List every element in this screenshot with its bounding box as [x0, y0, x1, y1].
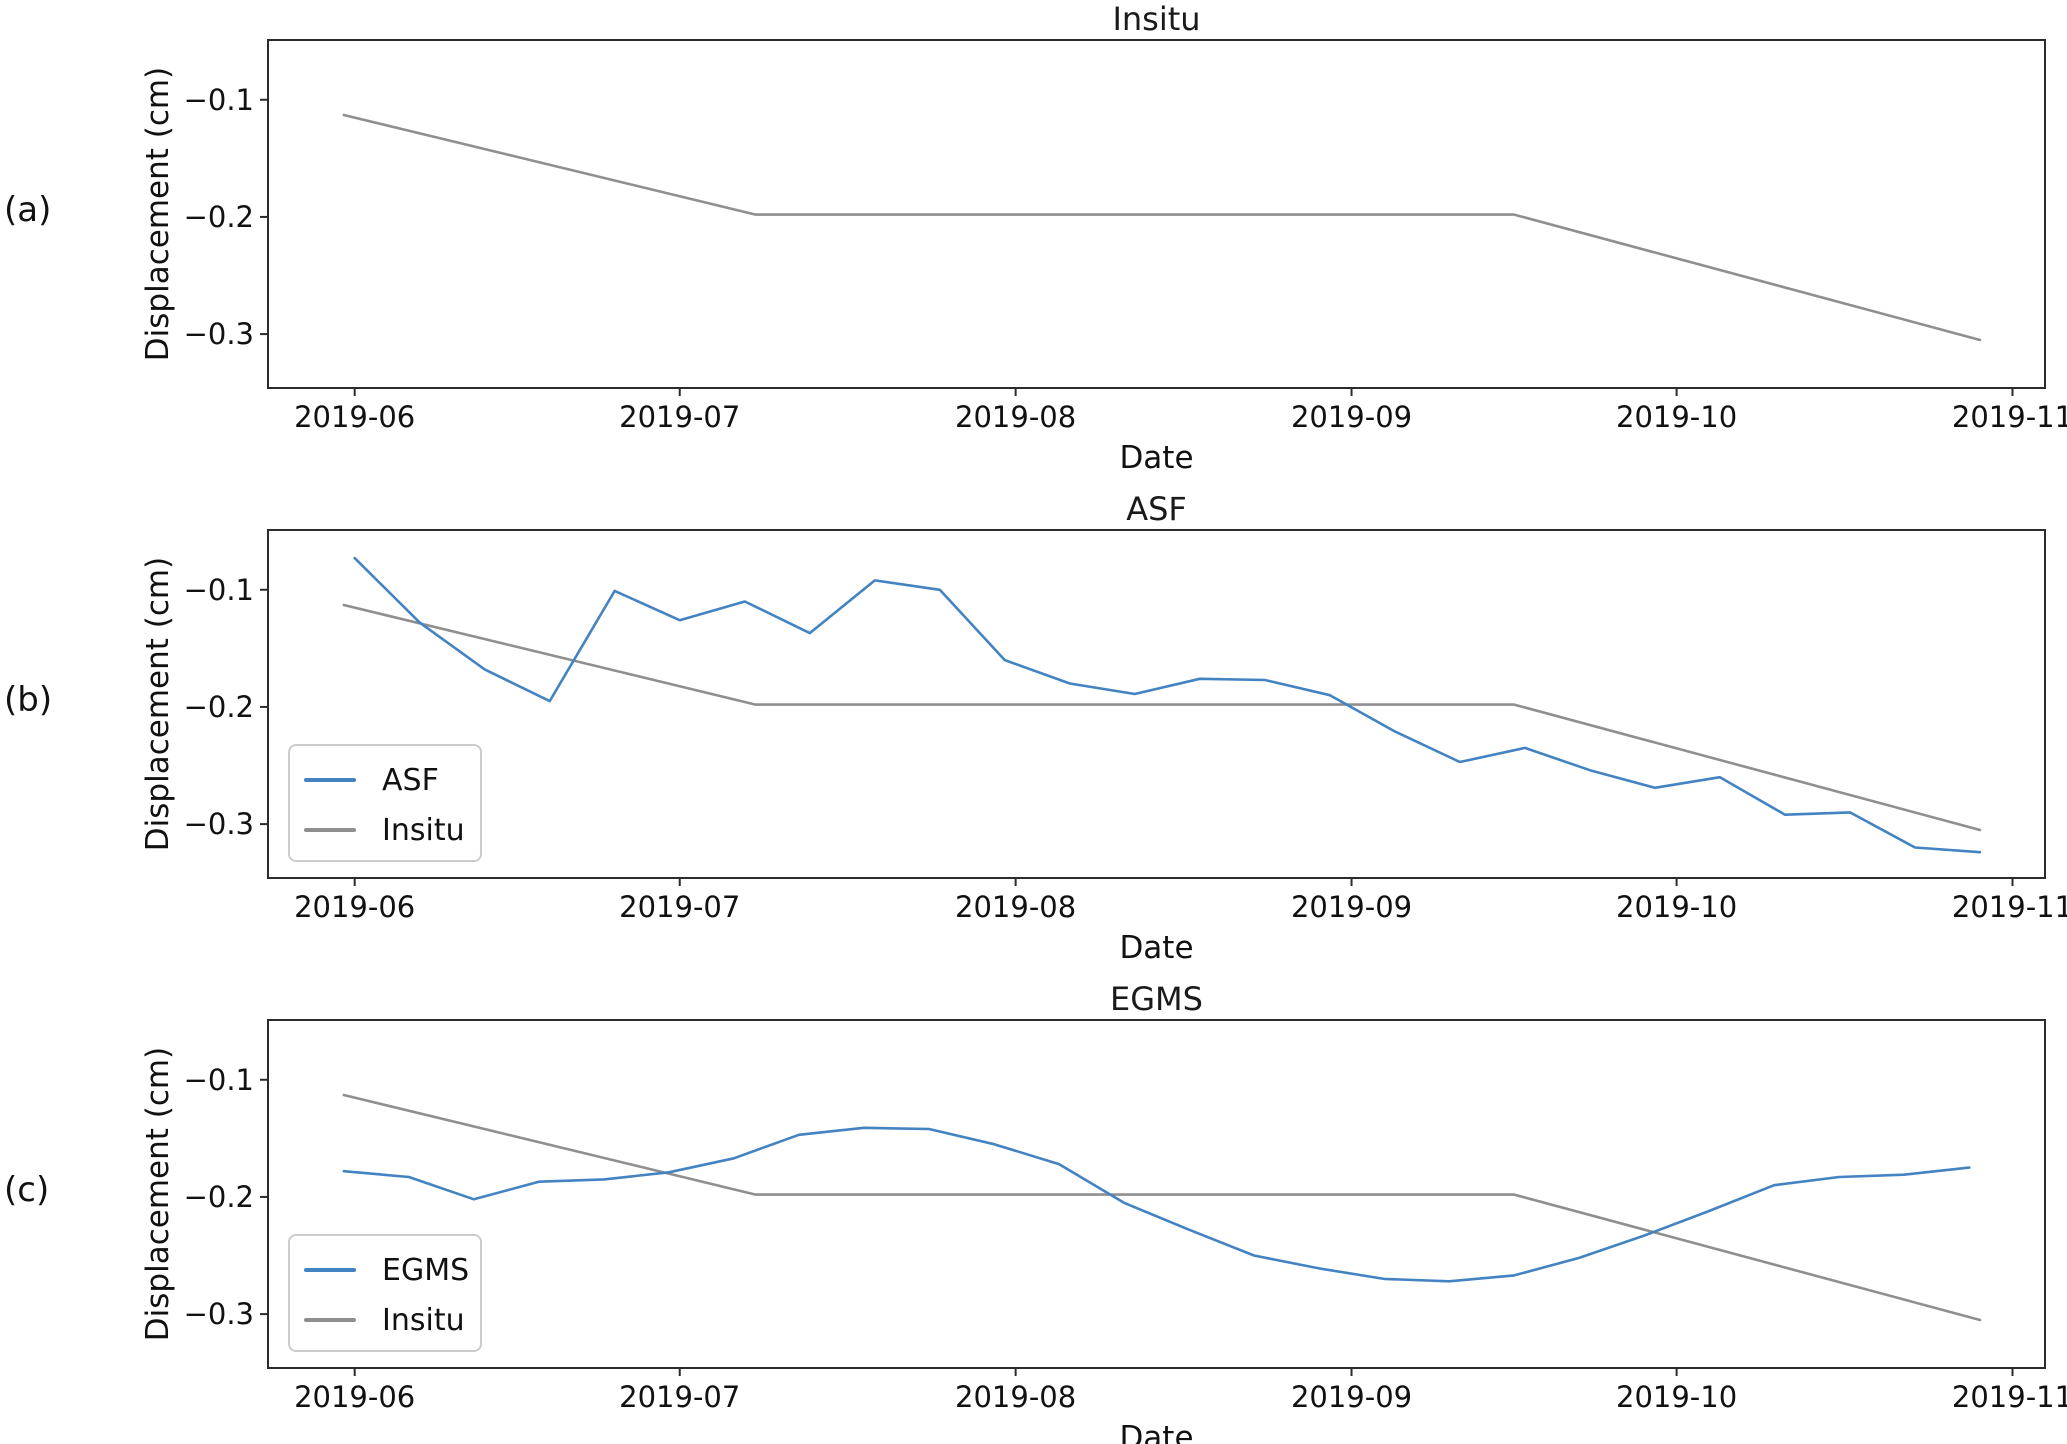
- panel-label-c: (c): [4, 1170, 50, 1210]
- x-tick-label: 2019-11: [1951, 890, 2067, 924]
- chart-title-insitu: Insitu: [1112, 0, 1201, 38]
- x-tick-label: 2019-09: [1290, 1380, 1413, 1414]
- y-tick-label: −0.1: [183, 1062, 254, 1097]
- y-tick-label: −0.3: [183, 807, 254, 842]
- egms-line-sample: [304, 1268, 356, 1272]
- x-tick-label: 2019-08: [955, 890, 1077, 924]
- legend-entry-insitu: Insitu: [304, 1295, 466, 1345]
- x-tick-label: 2019-11: [1951, 400, 2067, 434]
- legend-label: Insitu: [382, 1302, 465, 1338]
- x-tick-label: 2019-08: [955, 1380, 1077, 1414]
- x-axis-label-c: Date: [1119, 1420, 1194, 1444]
- x-axis-label-b: Date: [1119, 930, 1194, 966]
- y-tick-label: −0.2: [183, 199, 254, 234]
- series-line-asf: [353, 556, 1982, 854]
- panel-label-b: (b): [4, 680, 53, 720]
- x-tick-label: 2019-06: [294, 400, 416, 434]
- x-tick-label: 2019-06: [294, 890, 416, 924]
- x-axis-label-a: Date: [1119, 440, 1194, 476]
- series-line-insitu: [342, 603, 1982, 832]
- legend-asf: ASF Insitu: [288, 744, 482, 862]
- y-tick-label: −0.2: [183, 689, 254, 724]
- axes-box: [267, 1019, 2046, 1369]
- x-tick-label: 2019-10: [1616, 1380, 1738, 1414]
- insitu-line-sample: [304, 1318, 356, 1322]
- series-line-egms: [342, 1126, 1971, 1283]
- x-tick-label: 2019-07: [619, 890, 741, 924]
- x-tick-label: 2019-08: [955, 400, 1077, 434]
- y-tick-label: −0.1: [183, 82, 254, 117]
- x-tick-label: 2019-10: [1616, 890, 1738, 924]
- legend-entry-insitu: Insitu: [304, 805, 466, 855]
- axes-box: [267, 39, 2046, 389]
- x-tick-label: 2019-06: [294, 1380, 416, 1414]
- asf-line-sample: [304, 778, 356, 782]
- legend-label: EGMS: [382, 1252, 470, 1288]
- x-tick-label: 2019-11: [1951, 1380, 2067, 1414]
- x-tick-label: 2019-10: [1616, 400, 1738, 434]
- x-tick-label: 2019-07: [619, 400, 741, 434]
- panel-label-a: (a): [4, 190, 52, 230]
- insitu-line-sample: [304, 828, 356, 832]
- legend-entry-asf: ASF: [304, 755, 466, 805]
- legend-label: ASF: [382, 762, 439, 798]
- chart-title-egms: EGMS: [1110, 980, 1203, 1018]
- legend-label: Insitu: [382, 812, 465, 848]
- series-line-insitu: [342, 113, 1982, 342]
- legend-egms: EGMS Insitu: [288, 1234, 482, 1352]
- y-tick-label: −0.3: [183, 1297, 254, 1332]
- chart-title-asf: ASF: [1126, 490, 1187, 528]
- y-tick-label: −0.1: [183, 572, 254, 607]
- x-tick-label: 2019-07: [619, 1380, 741, 1414]
- axes-box: [267, 529, 2046, 879]
- x-tick-label: 2019-09: [1290, 890, 1413, 924]
- y-tick-label: −0.3: [183, 317, 254, 352]
- series-line-insitu: [342, 1093, 1982, 1322]
- y-tick-label: −0.2: [183, 1179, 254, 1214]
- x-tick-label: 2019-09: [1290, 400, 1413, 434]
- legend-entry-egms: EGMS: [304, 1245, 470, 1295]
